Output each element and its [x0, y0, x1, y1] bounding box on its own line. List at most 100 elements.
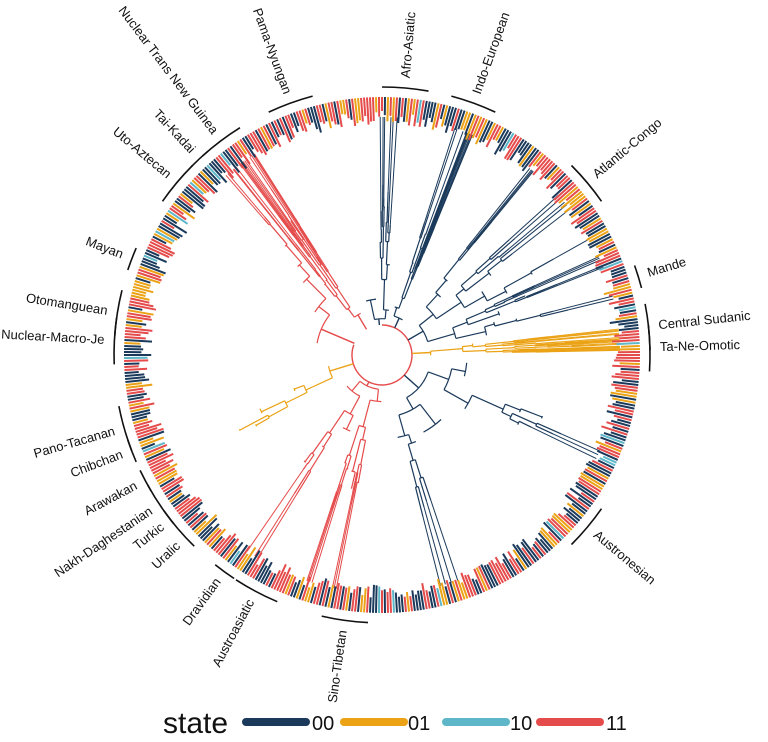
tip-tick: [535, 154, 547, 167]
tip-tick: [124, 336, 146, 340]
tree-branch: [354, 312, 361, 318]
tree-branch: [455, 294, 466, 308]
tree-branch: [333, 187, 341, 215]
legend-label-11: 11: [606, 713, 627, 735]
tree-branch: [283, 363, 292, 364]
tree-branch: [545, 328, 563, 331]
tree-branch: [496, 245, 497, 246]
tree-branch: [551, 357, 620, 358]
tree-branch: [362, 189, 363, 200]
tip-tick: [124, 359, 149, 362]
tree-branch: [358, 185, 362, 214]
tree-branch: [302, 214, 306, 222]
tree-branch: [276, 142, 314, 218]
tree-branch: [346, 276, 349, 277]
tree-branch: [294, 384, 305, 390]
tree-branch: [419, 476, 424, 479]
tree-branch: [360, 118, 366, 179]
tree-branch: [239, 414, 269, 431]
tip-tick: [416, 590, 422, 611]
tree-branch: [390, 247, 392, 265]
tree-branch: [442, 250, 443, 251]
tip-tick: [539, 530, 556, 548]
tip-tick: [152, 235, 167, 245]
family-arc: [177, 528, 195, 547]
tip-tick: [244, 135, 255, 150]
tree-branch: [353, 482, 358, 499]
tree-branch: [242, 255, 267, 273]
tree-branch: [204, 415, 205, 417]
tree-branch: [225, 174, 264, 220]
tree-branch: [335, 254, 337, 255]
tree-branch: [462, 261, 465, 264]
tree-branch: [171, 447, 204, 464]
tip-tick: [595, 238, 614, 249]
tip-tick: [227, 541, 244, 563]
tree-branch: [217, 399, 241, 407]
tree-branch: [170, 430, 233, 462]
tip-tick: [424, 101, 431, 127]
tree-branch: [272, 422, 281, 428]
tree-branch: [461, 207, 476, 231]
tree-branch: [365, 448, 369, 481]
tree-branch: [515, 387, 516, 391]
tree-branch: [594, 318, 618, 322]
tip-tick: [569, 487, 594, 506]
family-arc: [570, 508, 603, 546]
family-label: Tai-Kadai: [151, 106, 199, 156]
tree-branch: [241, 402, 270, 414]
tree-branch: [347, 454, 352, 457]
tip-tick: [576, 209, 597, 225]
tree-branch: [272, 431, 288, 444]
tip-tick: [312, 105, 322, 133]
tree-branch: [395, 118, 400, 186]
tree-branch: [546, 387, 615, 401]
tree-branch: [570, 290, 611, 302]
tree-branch: [598, 339, 620, 342]
tree-branch: [444, 251, 445, 252]
tree-branch: [350, 205, 354, 224]
tree-branch: [346, 468, 349, 470]
tree-branch: [248, 253, 255, 258]
tree-branch: [468, 512, 497, 564]
tip-tick: [249, 564, 259, 578]
tip-tick: [578, 477, 602, 493]
tree-branch: [186, 392, 205, 396]
tip-tick: [158, 225, 181, 239]
tip-tick: [540, 527, 558, 546]
tip-tick: [532, 152, 544, 167]
tree-branch: [304, 452, 312, 463]
tree-branch: [144, 344, 165, 345]
tip-tick: [473, 568, 486, 593]
tip-tick: [161, 476, 183, 491]
tip-tick: [262, 569, 272, 585]
tree-branch: [330, 447, 335, 450]
tree-branch: [471, 168, 531, 242]
tip-tick: [140, 436, 165, 448]
tree-branch: [472, 144, 492, 183]
tree-branch: [506, 337, 518, 339]
tree-branch: [288, 215, 305, 240]
tree-branch: [164, 436, 197, 451]
tip-tick: [582, 217, 602, 231]
tree-branch: [526, 289, 547, 299]
tree-branch: [317, 236, 326, 253]
tree-branch: [566, 425, 605, 440]
tree-branch: [235, 222, 253, 238]
tree-branch: [145, 369, 235, 378]
legend-item-00: 00: [242, 713, 334, 735]
tree-branch: [358, 424, 366, 428]
tree-branch: [151, 300, 165, 303]
tip-tick: [135, 422, 162, 433]
tree-branch: [345, 415, 354, 430]
tree-branch: [204, 418, 234, 431]
tree-branch: [531, 426, 597, 460]
tip-tick: [324, 586, 331, 607]
tree-branch: [518, 348, 537, 351]
tree-branch: [490, 272, 508, 284]
tree-branch: [408, 240, 411, 251]
tip-tick: [621, 379, 639, 383]
tree-branch: [542, 416, 565, 425]
tip-tick: [125, 330, 149, 335]
tree-branch: [497, 337, 510, 339]
